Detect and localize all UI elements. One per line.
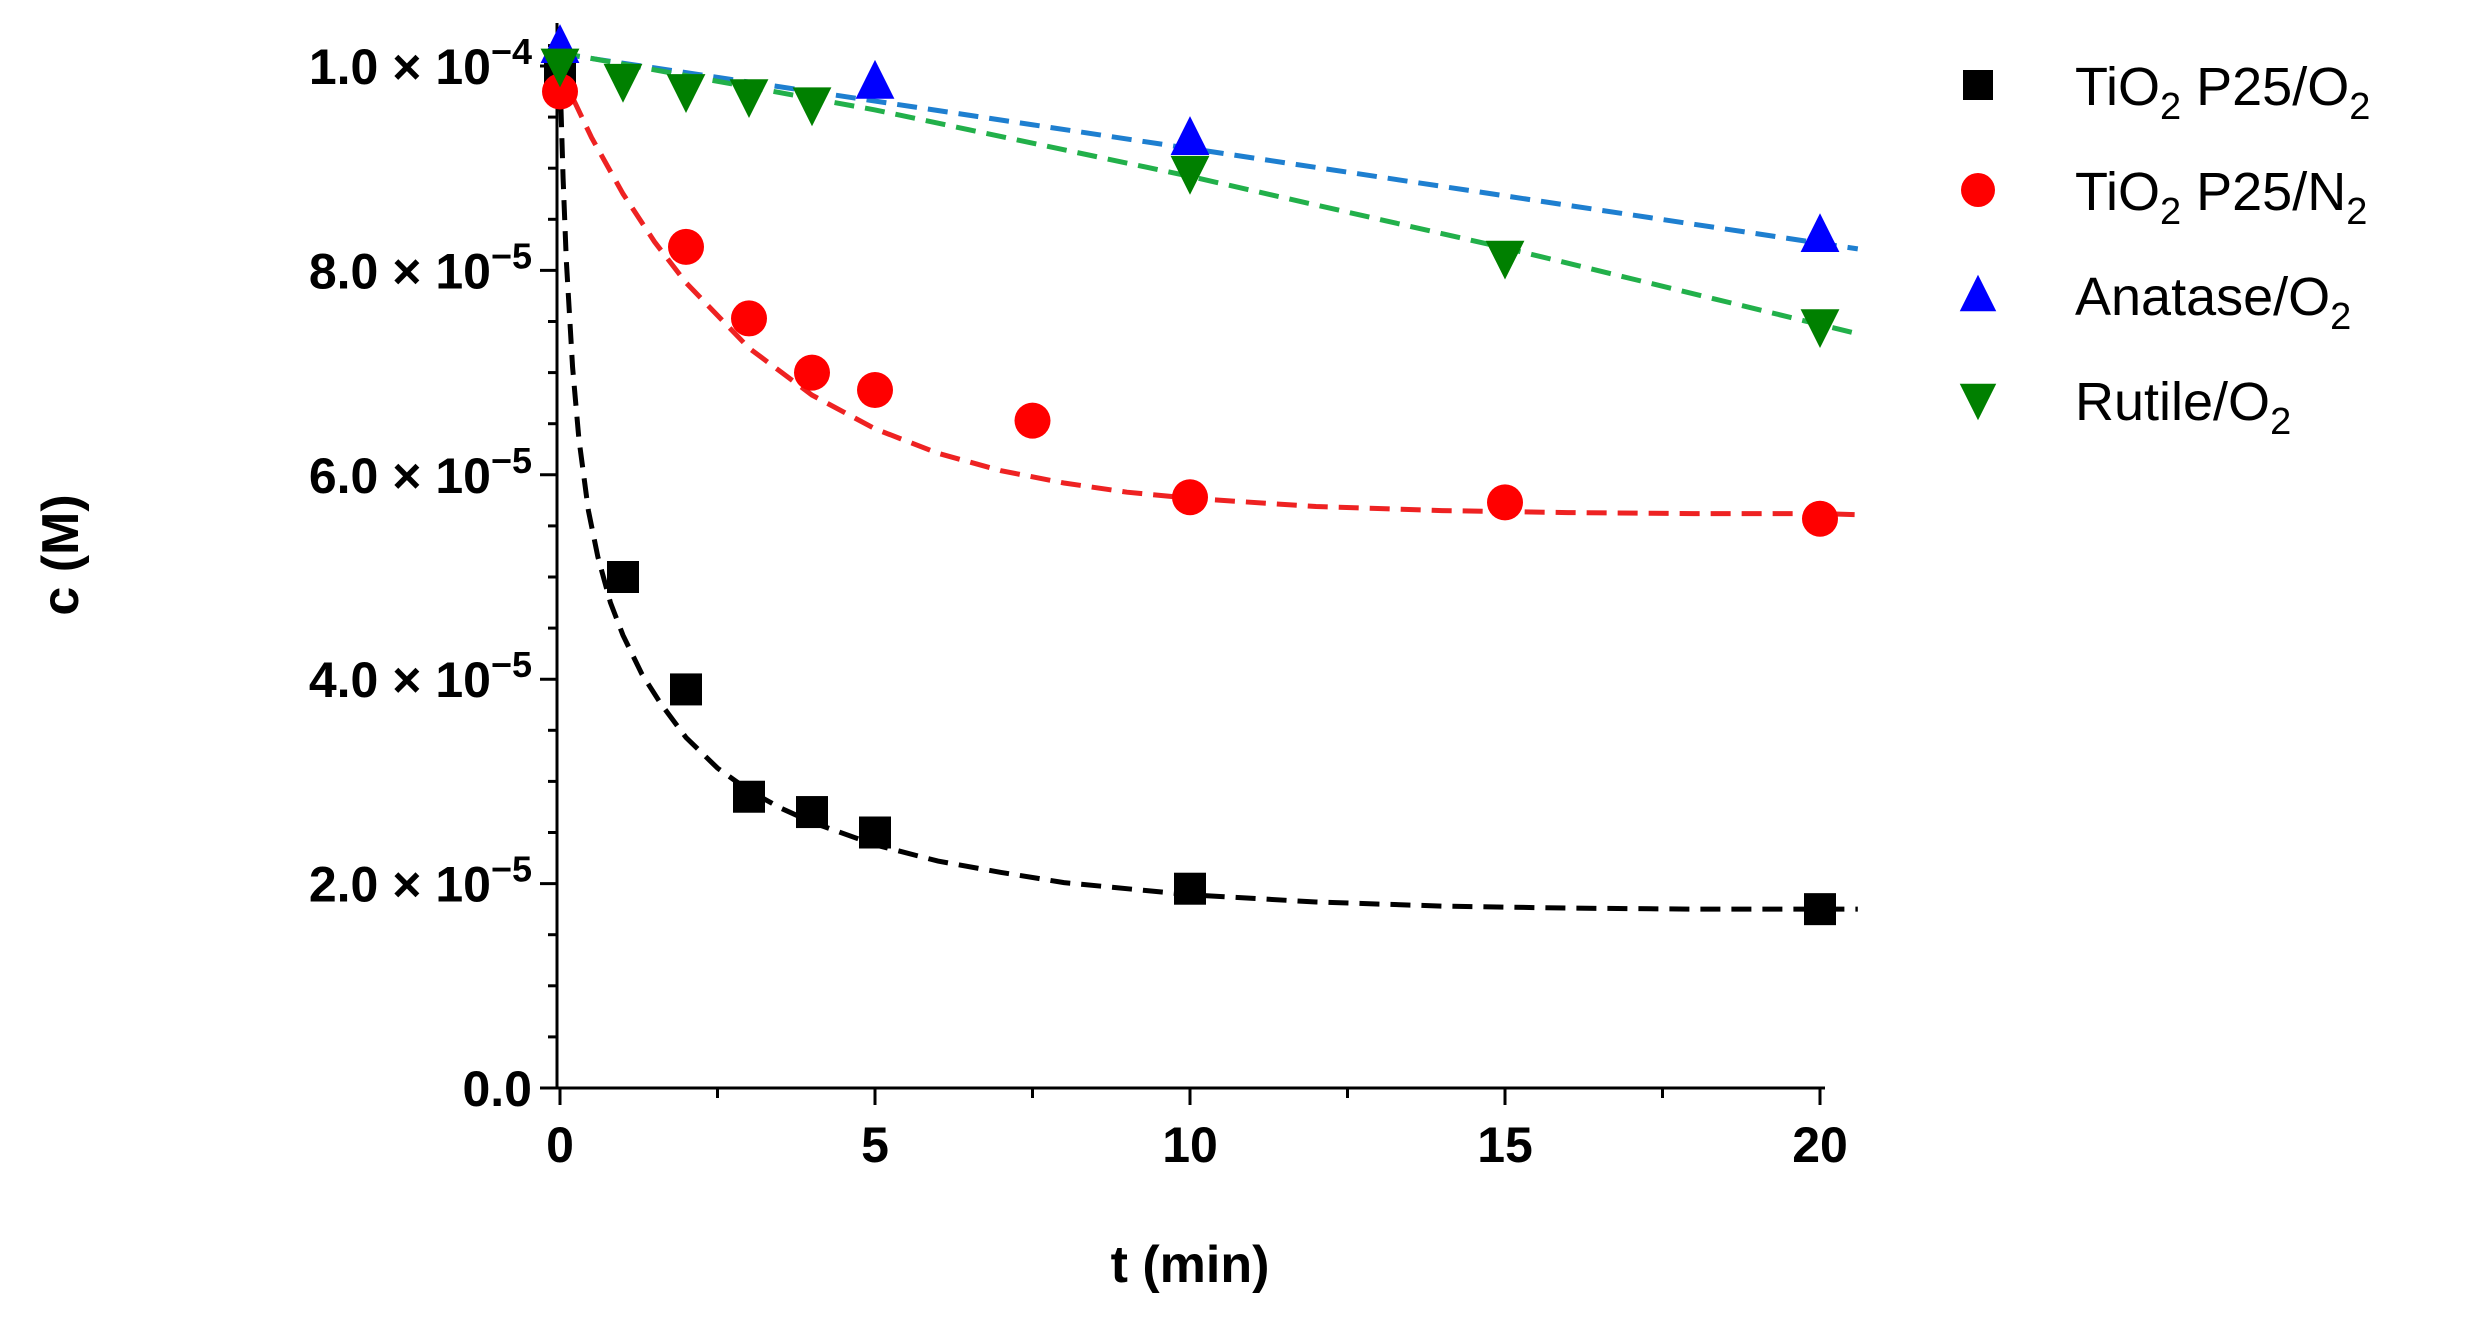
data-point-series-2	[857, 371, 893, 408]
data-markers	[540, 24, 1840, 926]
data-point-series-1	[796, 796, 828, 829]
x-axis-title: t (min)	[1111, 1236, 1270, 1294]
legend-label-3: Anatase/O2	[2075, 267, 2351, 338]
data-point-series-2	[668, 228, 704, 265]
data-point-series-3	[1170, 116, 1210, 155]
data-point-series-2	[1802, 500, 1838, 537]
x-tick-label: 0	[546, 1117, 574, 1173]
x-tick-label: 20	[1792, 1117, 1848, 1173]
y-axis-title: c (M)	[32, 494, 90, 615]
data-point-series-4	[666, 74, 706, 113]
y-tick-label: 6.0 × 10−5	[309, 440, 532, 504]
data-point-series-2	[731, 300, 767, 337]
y-tick-label: 4.0 × 10−5	[309, 644, 532, 708]
data-point-series-1	[1804, 893, 1836, 926]
data-point-series-1	[670, 673, 702, 706]
data-point-series-2	[1487, 484, 1523, 521]
data-point-series-4	[1800, 309, 1840, 349]
y-tick-label: 2.0 × 10−5	[309, 849, 532, 913]
fit-lines	[557, 50, 1859, 912]
legend-label-4: Rutile/O2	[2075, 372, 2291, 443]
legend-label-1: TiO2 P25/O2	[2075, 57, 2370, 128]
data-point-series-2	[542, 73, 578, 110]
data-point-series-3	[855, 59, 895, 99]
x-tick-label: 10	[1162, 1117, 1218, 1173]
x-tick-label: 15	[1477, 1117, 1533, 1173]
legend-marker-1	[1963, 70, 1993, 100]
axes: 0 5 10 15 20 0.0 2.0 × 10−5 4.0 × 10−5 6.0 × 10−…	[32, 23, 1848, 1294]
data-point-series-2	[794, 354, 830, 391]
y-tick-label: 8.0 × 10−5	[309, 235, 532, 299]
legend-label-2: TiO2 P25/N2	[2075, 162, 2367, 233]
legend: TiO2 P25/O2 TiO2 P25/N2 Anatase/O2 Rutile/O…	[1959, 57, 2370, 443]
fit-line-1	[557, 76, 1858, 912]
data-point-series-1	[733, 780, 765, 813]
data-point-series-2	[1014, 402, 1051, 439]
data-point-series-4	[729, 79, 769, 119]
data-point-series-1	[607, 561, 639, 593]
data-point-series-4	[603, 63, 643, 103]
data-point-series-2	[1172, 479, 1208, 516]
legend-marker-4	[1959, 383, 1997, 421]
data-point-series-3	[1800, 213, 1840, 253]
data-point-series-4	[1485, 240, 1525, 280]
fit-line-2	[557, 70, 1858, 518]
data-point-series-4	[540, 48, 580, 88]
legend-marker-3	[1959, 274, 1997, 312]
y-tick-label: 0.0	[462, 1061, 532, 1117]
y-tick-label: 1.0 × 10−4	[309, 31, 532, 95]
x-tick-label: 5	[861, 1117, 889, 1173]
data-point-series-1	[1174, 872, 1206, 905]
fit-line-3	[559, 51, 1859, 252]
legend-marker-2	[1961, 173, 1995, 207]
fit-line-4	[559, 50, 1859, 337]
data-point-series-1	[859, 816, 891, 849]
data-point-series-4	[792, 87, 832, 127]
data-point-series-4	[1170, 155, 1210, 195]
